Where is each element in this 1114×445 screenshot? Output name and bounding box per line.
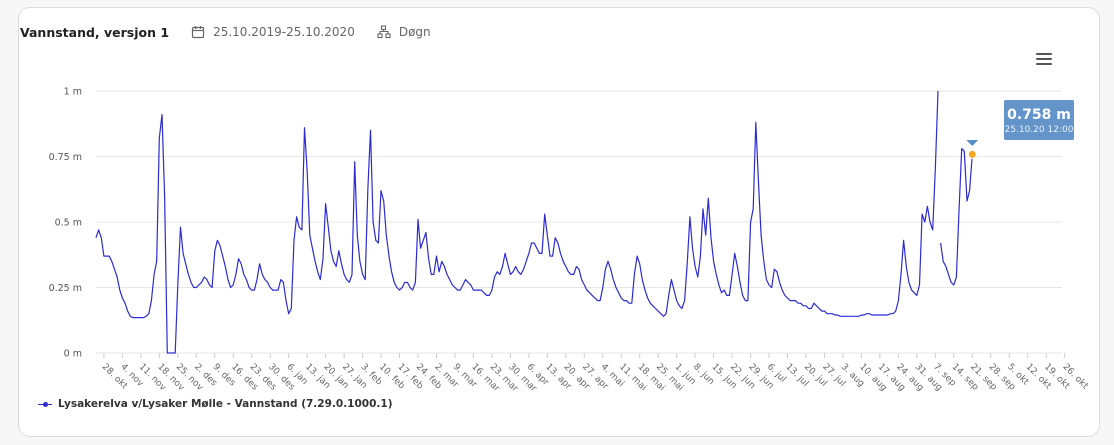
- tooltip-pointer: [966, 140, 979, 146]
- chart-title: Vannstand, versjon 1: [20, 24, 170, 40]
- resolution-label: Døgn: [398, 25, 431, 39]
- tooltip-box: [1004, 100, 1074, 140]
- resolution[interactable]: Døgn: [377, 25, 431, 39]
- hierarchy-icon: [377, 25, 391, 39]
- y-tick-label: 0.25 m: [49, 283, 82, 294]
- date-range-label: 25.10.2019-25.10.2020: [213, 25, 355, 39]
- series-line: [940, 148, 973, 286]
- y-tick-label: 0 m: [64, 349, 82, 360]
- legend-swatch: [38, 400, 52, 408]
- date-range[interactable]: 25.10.2019-25.10.2020: [191, 25, 355, 39]
- chart-header: Vannstand, versjon 1 25.10.2019-25.10.20…: [20, 22, 431, 42]
- y-tick-label: 0.75 m: [49, 152, 82, 163]
- legend[interactable]: Lysakerelva v/Lysaker Mølle - Vannstand …: [38, 398, 393, 410]
- tooltip-value: 0.758 m: [1007, 107, 1071, 123]
- y-tick-label: 0.5 m: [55, 218, 82, 229]
- hamburger-menu-icon[interactable]: [1034, 50, 1054, 68]
- calendar-icon: [191, 26, 205, 39]
- y-tick-label: 1 m: [64, 87, 82, 98]
- series-line: [95, 90, 939, 354]
- legend-label: Lysakerelva v/Lysaker Mølle - Vannstand …: [58, 398, 393, 410]
- tooltip-time: 25.10.20 12:00: [1005, 125, 1074, 135]
- highlight-point: [967, 149, 977, 159]
